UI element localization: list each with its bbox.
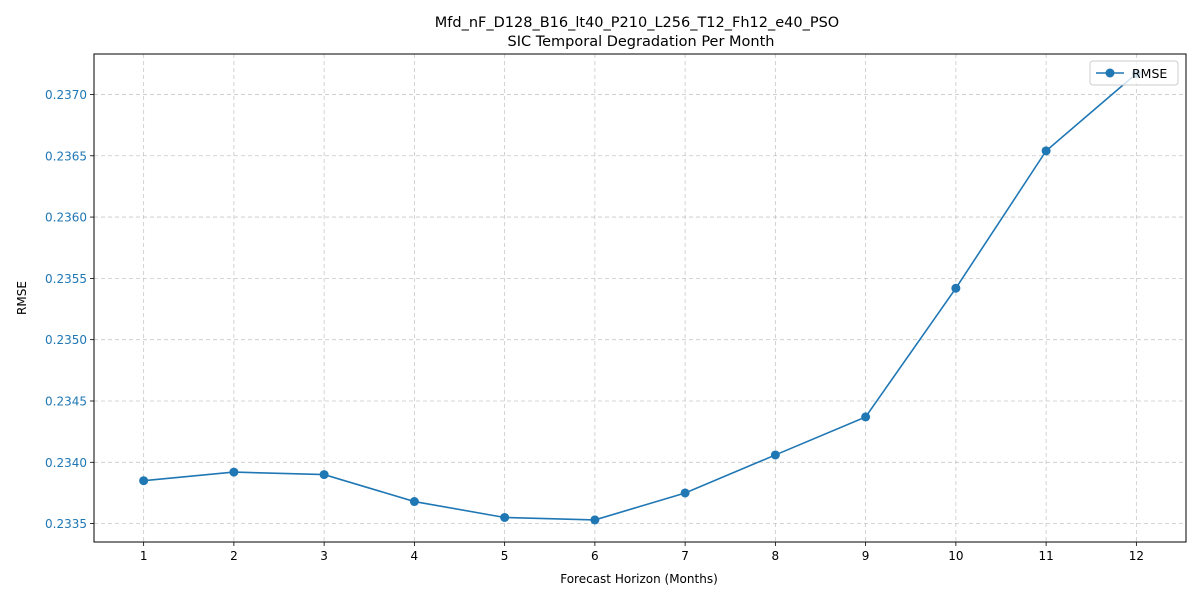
y-tick-label: 0.2340 <box>45 456 87 470</box>
y-tick-label: 0.2335 <box>45 517 87 531</box>
x-tick-label: 10 <box>948 549 963 563</box>
legend-marker-swatch <box>1105 68 1115 78</box>
x-tick-label: 2 <box>230 549 238 563</box>
series-line <box>143 73 1137 521</box>
data-point <box>1041 146 1051 156</box>
plot-frame <box>93 53 1187 543</box>
y-axis-label: RMSE <box>15 281 29 315</box>
y-tick-label: 0.2370 <box>45 88 87 102</box>
x-tick-label: 9 <box>862 549 870 563</box>
x-tick-label: 11 <box>1038 549 1053 563</box>
y-tick-label: 0.2360 <box>45 211 87 225</box>
data-point <box>951 283 961 293</box>
x-tick-label: 1 <box>140 549 148 563</box>
data-point <box>590 515 600 525</box>
y-tick-label: 0.2355 <box>45 272 87 286</box>
y-tick-label: 0.2365 <box>45 149 87 163</box>
x-tick-label: 7 <box>681 549 689 563</box>
chart-subtitle: SIC Temporal Degradation Per Month <box>508 34 775 50</box>
legend-box <box>1089 60 1179 86</box>
data-point <box>319 470 329 480</box>
legend: RMSE <box>1089 60 1179 86</box>
x-axis-label: Forecast Horizon (Months) <box>560 572 718 586</box>
x-tick-label: 6 <box>591 549 599 563</box>
axes: 1 2 3 4 5 6 7 8 9 10 11 120.23350.23400.23450.23500… <box>45 53 1187 563</box>
data-point <box>409 497 419 507</box>
y-tick-label: 0.2345 <box>45 394 87 408</box>
data-point <box>229 467 239 477</box>
data-point <box>770 450 780 460</box>
chart-title: Mfd_nF_D128_B16_lt40_P210_L256_T12_Fh12_… <box>435 15 839 31</box>
x-tick-label: 5 <box>501 549 509 563</box>
x-tick-label: 12 <box>1129 549 1144 563</box>
x-tick-label: 4 <box>411 549 419 563</box>
data-point <box>680 488 690 498</box>
y-tick-label: 0.2350 <box>45 333 87 347</box>
legend-label: RMSE <box>1132 66 1167 81</box>
data-point <box>861 412 871 422</box>
data-point <box>500 512 510 522</box>
x-tick-label: 3 <box>320 549 328 563</box>
grid-lines <box>94 54 1186 542</box>
data-point <box>139 476 149 486</box>
x-tick-label: 8 <box>772 549 780 563</box>
